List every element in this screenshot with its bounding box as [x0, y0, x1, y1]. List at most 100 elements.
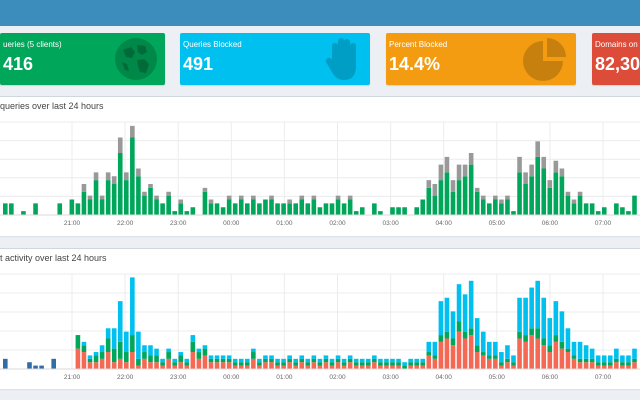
chart-bar[interactable] [93, 362, 99, 369]
chart-bar[interactable] [426, 352, 432, 356]
chart-bar[interactable] [589, 203, 595, 215]
chart-bar[interactable] [456, 321, 462, 332]
chart-bar[interactable] [529, 328, 534, 336]
chart-bar[interactable] [547, 352, 553, 369]
stat-box-percent-blocked[interactable]: Percent Blocked 14.4% [386, 33, 576, 85]
chart-bar[interactable] [142, 195, 147, 215]
chart-bar[interactable] [468, 153, 474, 165]
chart-bar[interactable] [130, 352, 135, 369]
chart-bar[interactable] [93, 172, 99, 181]
chart-bar[interactable] [487, 341, 492, 356]
chart-bar[interactable] [172, 211, 177, 215]
chart-bar[interactable] [99, 345, 105, 353]
chart-bar[interactable] [414, 362, 419, 366]
chart-bar[interactable] [553, 172, 559, 215]
chart-bar[interactable] [105, 180, 111, 215]
chart-bar[interactable] [595, 211, 601, 215]
chart-bar[interactable] [366, 358, 371, 363]
chart-bar[interactable] [462, 294, 468, 332]
chart-bar[interactable] [535, 156, 540, 215]
chart-bar[interactable] [93, 355, 99, 363]
chart-bar[interactable] [535, 328, 540, 339]
chart-bar[interactable] [130, 125, 135, 138]
chart-bar[interactable] [142, 345, 147, 353]
chart-bar[interactable] [432, 358, 438, 369]
chart-bar[interactable] [226, 358, 232, 363]
chart-bar[interactable] [3, 203, 8, 215]
chart-bar[interactable] [565, 352, 571, 369]
chart-bar[interactable] [480, 355, 486, 369]
chart-bar[interactable] [208, 355, 214, 359]
chart-bar[interactable] [408, 365, 413, 369]
chart-bar[interactable] [329, 365, 335, 369]
chart-bar[interactable] [148, 184, 153, 188]
chart-bar[interactable] [444, 156, 450, 173]
chart-bar[interactable] [493, 355, 498, 359]
chart-bar[interactable] [160, 365, 165, 369]
chart-bar[interactable] [257, 365, 262, 369]
chart-bar[interactable] [335, 199, 341, 216]
chart-bar[interactable] [589, 348, 595, 359]
chart-bar[interactable] [124, 362, 129, 369]
chart-bar[interactable] [154, 199, 159, 216]
chart-bar[interactable] [480, 195, 486, 200]
chart-bar[interactable] [232, 362, 238, 366]
chart-bar[interactable] [130, 277, 135, 336]
chart-bar[interactable] [154, 362, 159, 369]
chart-bar[interactable] [595, 355, 601, 363]
chart-bar[interactable] [480, 352, 486, 356]
chart-bar[interactable] [438, 335, 444, 342]
chart-bar[interactable] [372, 355, 377, 359]
chart-bar[interactable] [124, 172, 129, 181]
chart-bar[interactable] [99, 352, 105, 359]
chart-bar[interactable] [75, 348, 81, 369]
chart-bar[interactable] [553, 160, 559, 173]
chart-bar[interactable] [474, 318, 480, 346]
chart-bar[interactable] [523, 297, 528, 336]
chart-bar[interactable] [136, 365, 141, 369]
chart-bar[interactable] [378, 365, 383, 369]
chart-bar[interactable] [238, 365, 244, 369]
chart-bar[interactable] [372, 358, 377, 363]
chart-bar[interactable] [420, 358, 426, 363]
chart-bar[interactable] [426, 180, 432, 188]
chart-bar[interactable] [493, 199, 498, 216]
chart-bar[interactable] [565, 195, 571, 215]
chart-bar[interactable] [293, 203, 298, 215]
chart-bar[interactable] [275, 365, 280, 369]
chart-bar[interactable] [359, 362, 365, 366]
chart-bar[interactable] [93, 180, 99, 215]
chart-bar[interactable] [311, 199, 317, 216]
chart-bar[interactable] [559, 348, 565, 369]
chart-bar[interactable] [124, 352, 129, 363]
chart-bar[interactable] [117, 137, 123, 154]
chart-bar[interactable] [154, 355, 159, 363]
chart-bar[interactable] [402, 365, 407, 369]
chart-bar[interactable] [226, 355, 232, 359]
chart-bar[interactable] [408, 362, 413, 366]
chart-bar[interactable] [214, 203, 220, 215]
chart-bar[interactable] [474, 187, 480, 192]
chart-bar[interactable] [275, 203, 280, 215]
chart-bar[interactable] [220, 207, 226, 215]
chart-bar[interactable] [571, 203, 577, 215]
chart-bar[interactable] [601, 362, 607, 366]
chart-bar[interactable] [390, 358, 395, 363]
chart-bar[interactable] [111, 362, 117, 369]
chart-bar[interactable] [378, 211, 383, 215]
chart-bar[interactable] [499, 203, 504, 215]
chart-bar[interactable] [341, 358, 347, 363]
chart-bar[interactable] [420, 199, 426, 216]
chart-bar[interactable] [608, 355, 613, 363]
chart-bar[interactable] [347, 362, 353, 369]
chart-bar[interactable] [468, 328, 474, 336]
chart-bar[interactable] [263, 199, 268, 216]
chart-bar[interactable] [620, 355, 625, 363]
chart-bar[interactable] [317, 207, 323, 215]
chart-bar[interactable] [130, 335, 135, 353]
chart-bar[interactable] [547, 187, 553, 215]
chart-bar[interactable] [245, 362, 250, 366]
chart-bar[interactable] [402, 207, 407, 215]
chart-bar[interactable] [384, 362, 389, 366]
chart-bar[interactable] [148, 345, 153, 356]
